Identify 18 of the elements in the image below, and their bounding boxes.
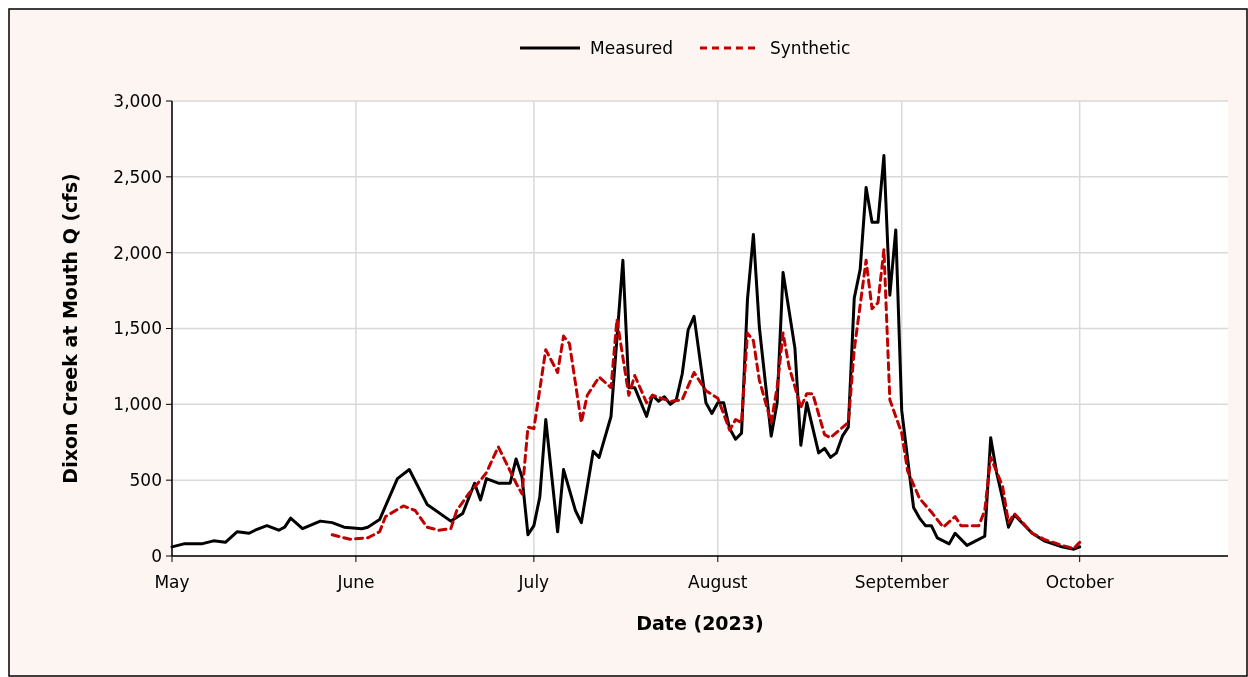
y-tick-label: 3,000 xyxy=(113,90,162,111)
x-tick-label: October xyxy=(1045,572,1114,592)
line-series xyxy=(330,248,1082,550)
x-tick-label: June xyxy=(336,572,375,592)
x-tick-label: September xyxy=(854,572,949,592)
y-tick-label: 1,000 xyxy=(113,394,162,415)
x-tick-label: July xyxy=(517,572,550,592)
x-tick-label: August xyxy=(688,572,748,592)
legend-label: Measured xyxy=(590,37,674,58)
y-tick-label: 500 xyxy=(129,470,162,491)
y-tick-label: 1,500 xyxy=(113,318,162,339)
y-axis-title: Dixon Creek at Mouth Q (cfs) xyxy=(59,173,81,484)
y-tick-label: 2,500 xyxy=(113,166,162,187)
legend-label: Synthetic xyxy=(770,37,851,58)
y-tick-label: 0 xyxy=(151,545,162,566)
x-axis-title: Date (2023) xyxy=(636,612,764,634)
x-tick-label: May xyxy=(154,572,190,592)
y-tick-label: 2,000 xyxy=(113,242,162,263)
